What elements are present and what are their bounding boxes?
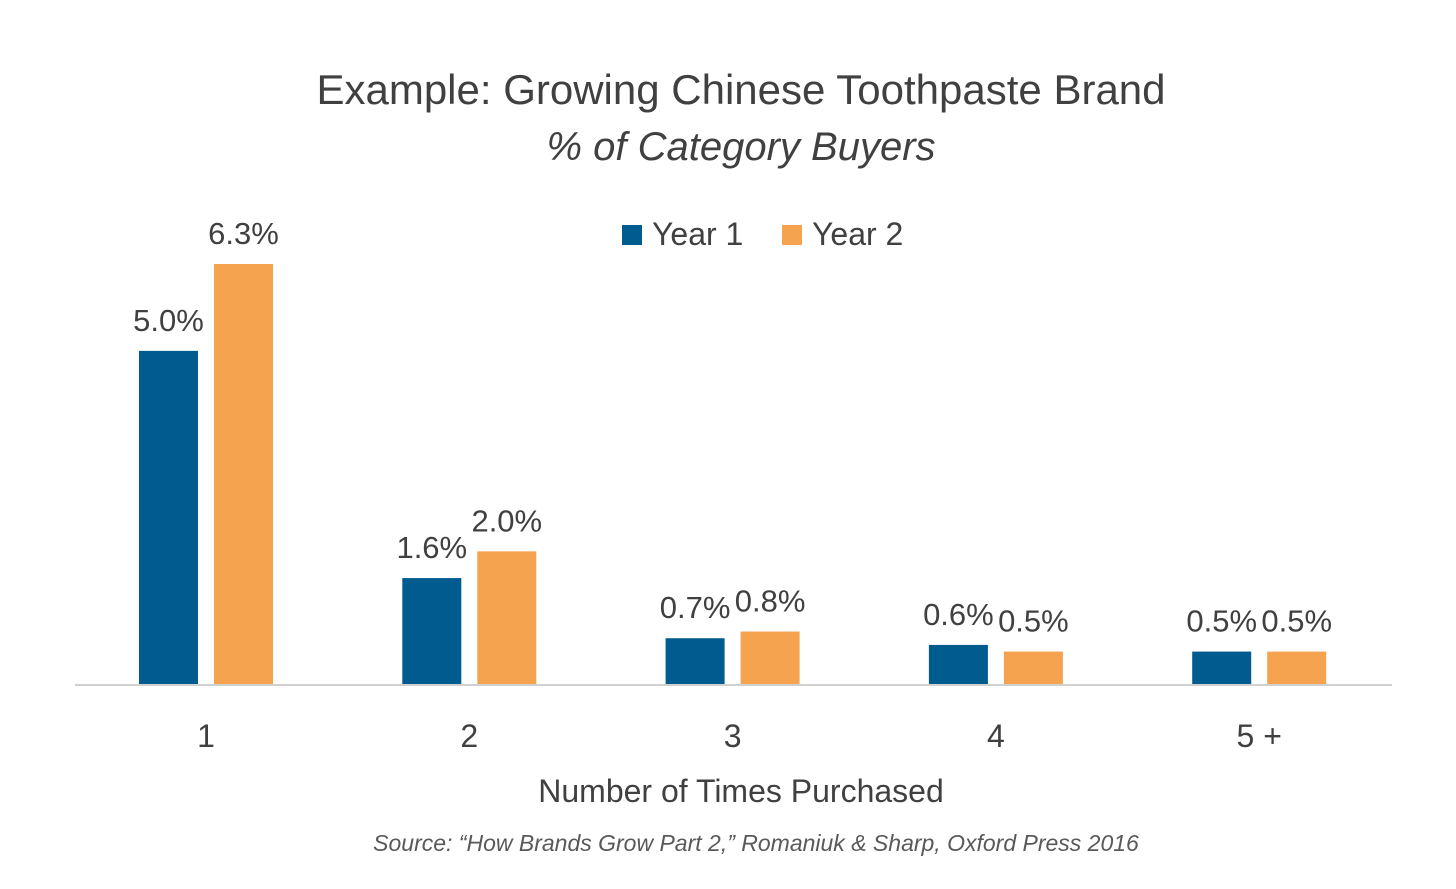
x-tick-label: 3	[724, 718, 742, 754]
bars-group	[139, 264, 1327, 685]
bar-year-2-cat-4	[1003, 651, 1063, 685]
x-tick-label: 1	[197, 718, 215, 754]
x-tick-label: 4	[987, 718, 1005, 754]
x-tick-label: 2	[460, 718, 478, 754]
bar-year-1-cat-4	[928, 644, 988, 685]
bar-year-1-cat-3	[665, 638, 725, 685]
data-labels-group: 5.0%6.3%1.6%2.0%0.7% 0.8% 0.6% 0.5% 0.5% 0.5%	[133, 216, 1332, 639]
bar-year-1-cat-5	[1192, 651, 1252, 685]
chart-legend: Year 1 Year 2	[622, 216, 903, 252]
data-label: 2.0%	[471, 503, 542, 538]
chart-subtitle: % of Category Buyers	[546, 125, 935, 169]
x-tick-labels-group: 1 2 3 4 5 +	[197, 718, 1282, 754]
x-axis-label: Number of Times Purchased	[538, 773, 944, 809]
bar-year-1-cat-1	[139, 350, 198, 685]
data-label: 0.8%	[735, 584, 806, 619]
data-label: 0.5%	[1186, 604, 1257, 639]
legend-swatch-year-2	[782, 225, 802, 245]
x-tick-label: 5 +	[1237, 718, 1282, 754]
data-label: 0.7%	[660, 590, 731, 625]
bar-year-2-cat-3	[740, 631, 800, 685]
data-label: 1.6%	[396, 530, 467, 565]
bar-year-2-cat-5	[1267, 651, 1327, 685]
data-label: 6.3%	[208, 216, 279, 251]
chart-title: Example: Growing Chinese Toothpaste Bran…	[316, 66, 1165, 113]
bar-year-2-cat-2	[477, 551, 537, 685]
data-label: 0.5%	[1261, 604, 1332, 639]
data-label: 0.5%	[998, 604, 1069, 639]
legend-swatch-year-1	[622, 225, 642, 245]
data-label: 0.6%	[923, 597, 994, 632]
bar-year-1-cat-2	[402, 578, 462, 685]
source-note: Source: “How Brands Grow Part 2,” Romani…	[373, 830, 1139, 856]
data-label: 5.0%	[133, 303, 204, 338]
legend-label-year-2: Year 2	[812, 216, 903, 252]
legend-label-year-1: Year 1	[652, 216, 743, 252]
bar-year-2-cat-1	[214, 264, 273, 685]
